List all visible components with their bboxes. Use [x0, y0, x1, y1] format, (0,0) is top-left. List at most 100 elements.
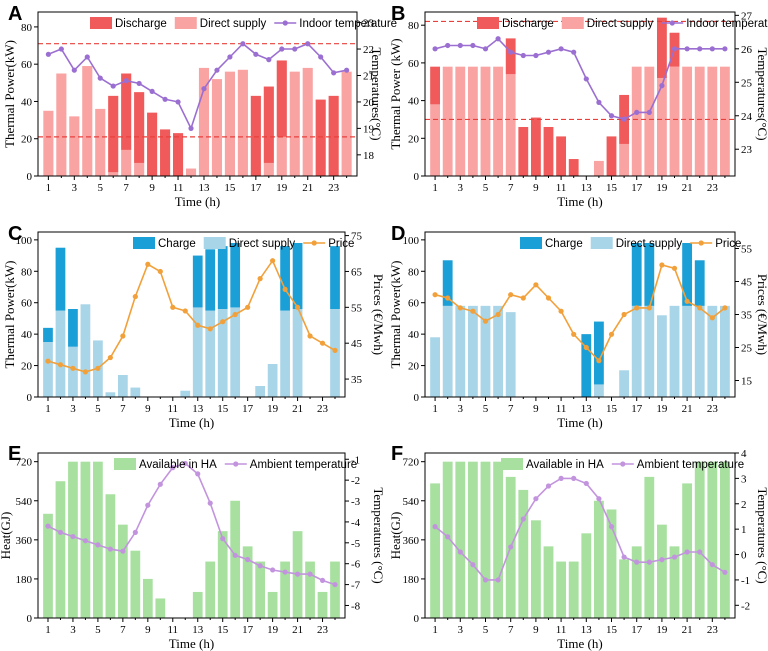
bar-direct-supply — [656, 77, 667, 176]
legend-swatch-point — [620, 461, 626, 467]
x-tick-label: 19 — [656, 403, 668, 415]
x-tick-label: 23 — [707, 403, 719, 415]
y-tick-label: 40 — [408, 96, 420, 108]
y2-tick-label: 15 — [741, 376, 753, 388]
bar-direct-supply — [467, 66, 478, 176]
bar-available-in-ha — [93, 461, 103, 618]
bar-direct-supply — [631, 305, 642, 397]
bar-discharge — [568, 159, 579, 176]
series-point — [659, 83, 665, 89]
bar-available-in-ha — [556, 561, 567, 618]
bar-direct-supply — [56, 73, 67, 176]
legend-swatch — [501, 458, 523, 470]
legend-swatch — [203, 237, 226, 249]
bar-direct-supply — [593, 384, 604, 397]
bar-direct-supply — [493, 305, 504, 397]
series-point — [659, 557, 665, 563]
x-tick-label: 13 — [581, 624, 593, 636]
x-tick-label: 1 — [45, 403, 51, 415]
series-point — [634, 109, 640, 116]
bar-direct-supply — [707, 66, 718, 176]
bar-charge — [192, 255, 203, 308]
y2-tick-label: -4 — [351, 517, 361, 529]
series-point — [120, 548, 126, 554]
y2-axis-label: Prices (€/Mwh) — [755, 274, 768, 355]
bar-direct-supply — [619, 143, 630, 176]
bar-available-in-ha — [480, 461, 491, 618]
y-tick-label: 40 — [21, 96, 33, 108]
bar-available-in-ha — [568, 561, 579, 618]
bar-direct-supply — [217, 309, 228, 397]
bar-charge — [205, 249, 216, 311]
bar-available-in-ha — [694, 461, 705, 618]
bar-available-in-ha — [105, 494, 116, 618]
x-tick-label: 17 — [250, 182, 262, 194]
bar-discharge — [430, 66, 440, 105]
x-tick-label: 17 — [242, 403, 254, 415]
series-point — [697, 549, 703, 555]
series-point — [608, 113, 615, 119]
bar-direct-supply — [467, 305, 478, 397]
legend-swatch-point — [669, 20, 675, 26]
series-point — [319, 577, 326, 584]
series-point — [82, 538, 89, 544]
series-point — [145, 502, 151, 508]
series-point — [470, 308, 476, 314]
y2-tick-label: 45 — [741, 277, 753, 289]
series-point — [684, 46, 690, 52]
bar-direct-supply — [255, 386, 266, 397]
bar-available-in-ha — [707, 461, 718, 618]
x-axis-label: Time (h) — [557, 415, 602, 430]
legend-swatch — [90, 17, 112, 29]
bar-direct-supply — [280, 310, 290, 397]
x-tick-label: 11 — [167, 403, 178, 415]
bar-direct-supply — [263, 162, 274, 176]
series-point — [558, 475, 564, 481]
y-tick-label: 60 — [21, 298, 33, 310]
x-tick-label: 23 — [317, 624, 329, 636]
bar-direct-supply — [505, 312, 516, 397]
bar-charge — [217, 246, 228, 309]
bar-available-in-ha — [43, 513, 53, 618]
series-point — [157, 268, 163, 275]
bar-direct-supply — [619, 370, 630, 397]
x-axis-label: Time (h) — [557, 636, 602, 651]
bar-discharge — [121, 73, 132, 150]
x-tick-label: 1 — [432, 624, 438, 636]
y-tick-label: 20 — [21, 134, 33, 146]
series-point — [84, 54, 90, 60]
bar-available-in-ha — [430, 483, 440, 618]
series-point — [495, 36, 501, 42]
x-tick-label: 9 — [533, 182, 539, 194]
x-tick-label: 9 — [145, 403, 151, 415]
bar-charge — [581, 334, 592, 397]
y2-tick-label: 1 — [741, 524, 747, 536]
bar-direct-supply — [276, 136, 287, 176]
series-point — [697, 305, 703, 311]
plot-frame — [424, 452, 736, 619]
bar-direct-supply — [341, 71, 352, 176]
series-line-price — [47, 259, 336, 373]
bar-direct-supply — [669, 305, 680, 397]
series-point — [709, 46, 715, 52]
y-tick-label: 0 — [27, 613, 33, 625]
bars — [43, 243, 340, 397]
x-tick-label: 5 — [95, 624, 101, 636]
y-axis-label: Heat(GJ) — [0, 512, 13, 560]
bar-direct-supply — [669, 66, 680, 176]
series-point — [232, 552, 238, 558]
series-point — [621, 116, 627, 122]
y2-tick-label: 65 — [351, 266, 363, 278]
bar-direct-supply — [302, 67, 313, 176]
y-tick-label: 540 — [403, 496, 420, 508]
series-point — [457, 549, 463, 555]
x-tick-label: 5 — [95, 403, 101, 415]
x-tick-label: 11 — [173, 182, 184, 194]
bar-available-in-ha — [543, 546, 554, 618]
series-point — [294, 571, 301, 577]
bar-discharge — [328, 95, 339, 176]
series-point — [220, 536, 226, 542]
series-point — [520, 52, 526, 59]
bar-direct-supply — [694, 66, 705, 176]
y-axis-label: Thermal Power(kW) — [2, 40, 17, 148]
